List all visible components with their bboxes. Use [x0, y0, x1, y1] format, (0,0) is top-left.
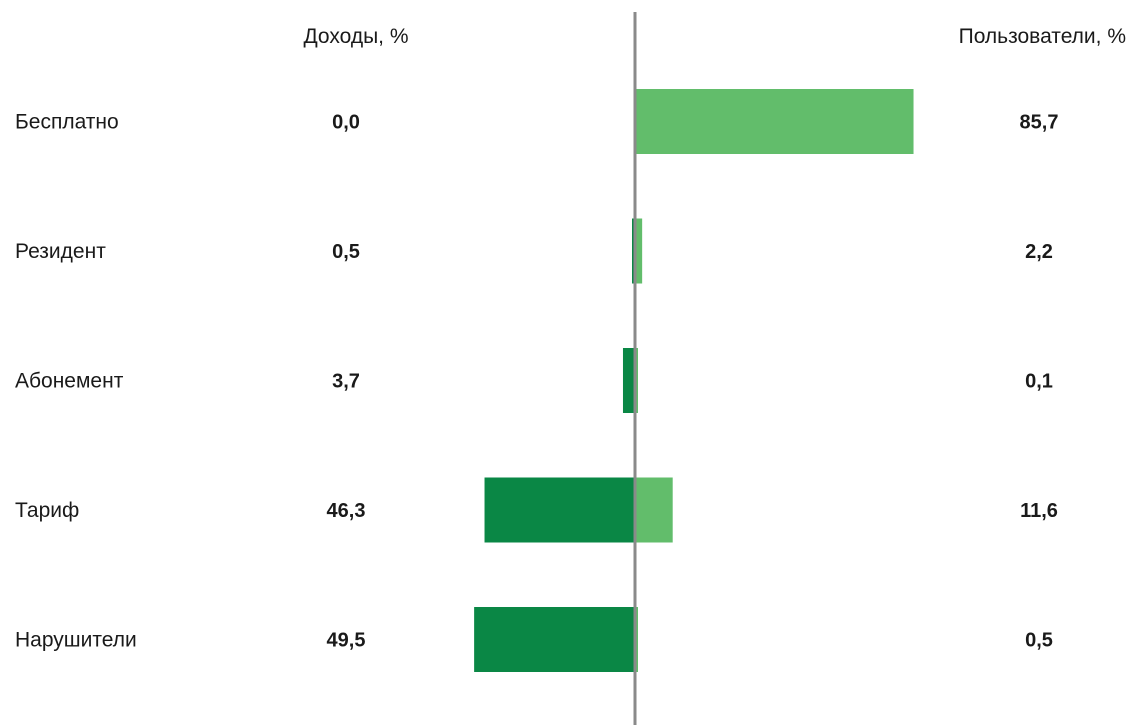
left-value-labels: 0,0 0,5 3,7 46,3 49,5	[327, 112, 366, 652]
right-value-label-3: 11,6	[1020, 500, 1058, 522]
left-series-header: Доходы, %	[303, 25, 408, 48]
left-value-label-1: 0,5	[332, 241, 360, 263]
category-labels: Бесплатно Резидент Абонемент Тариф Нарушител…	[15, 111, 137, 652]
right-value-label-4: 0,5	[1025, 630, 1053, 652]
left-value-label-0: 0,0	[332, 112, 360, 134]
category-label-2: Абонемент	[15, 370, 124, 393]
right-series-bars	[635, 89, 914, 672]
right-series-header: Пользователи, %	[959, 25, 1126, 48]
category-label-0: Бесплатно	[15, 111, 119, 134]
bar-left-3	[484, 477, 635, 543]
right-value-labels: 85,7 2,2 0,1 11,6 0,5	[1020, 112, 1059, 652]
right-value-label-1: 2,2	[1025, 241, 1053, 263]
left-value-label-2: 3,7	[332, 371, 360, 393]
bar-left-2	[622, 348, 635, 413]
bar-right-3	[635, 477, 673, 543]
right-value-label-2: 0,1	[1025, 371, 1053, 393]
left-value-label-3: 46,3	[327, 500, 366, 522]
category-label-4: Нарушители	[15, 629, 137, 652]
bar-right-0	[635, 89, 914, 154]
category-label-3: Тариф	[15, 499, 79, 522]
left-value-label-4: 49,5	[327, 630, 366, 652]
right-value-label-0: 85,7	[1020, 112, 1059, 134]
bar-left-4	[474, 607, 635, 672]
bar-right-1	[635, 218, 643, 284]
left-series-bars	[474, 218, 635, 672]
category-label-1: Резидент	[15, 240, 106, 263]
